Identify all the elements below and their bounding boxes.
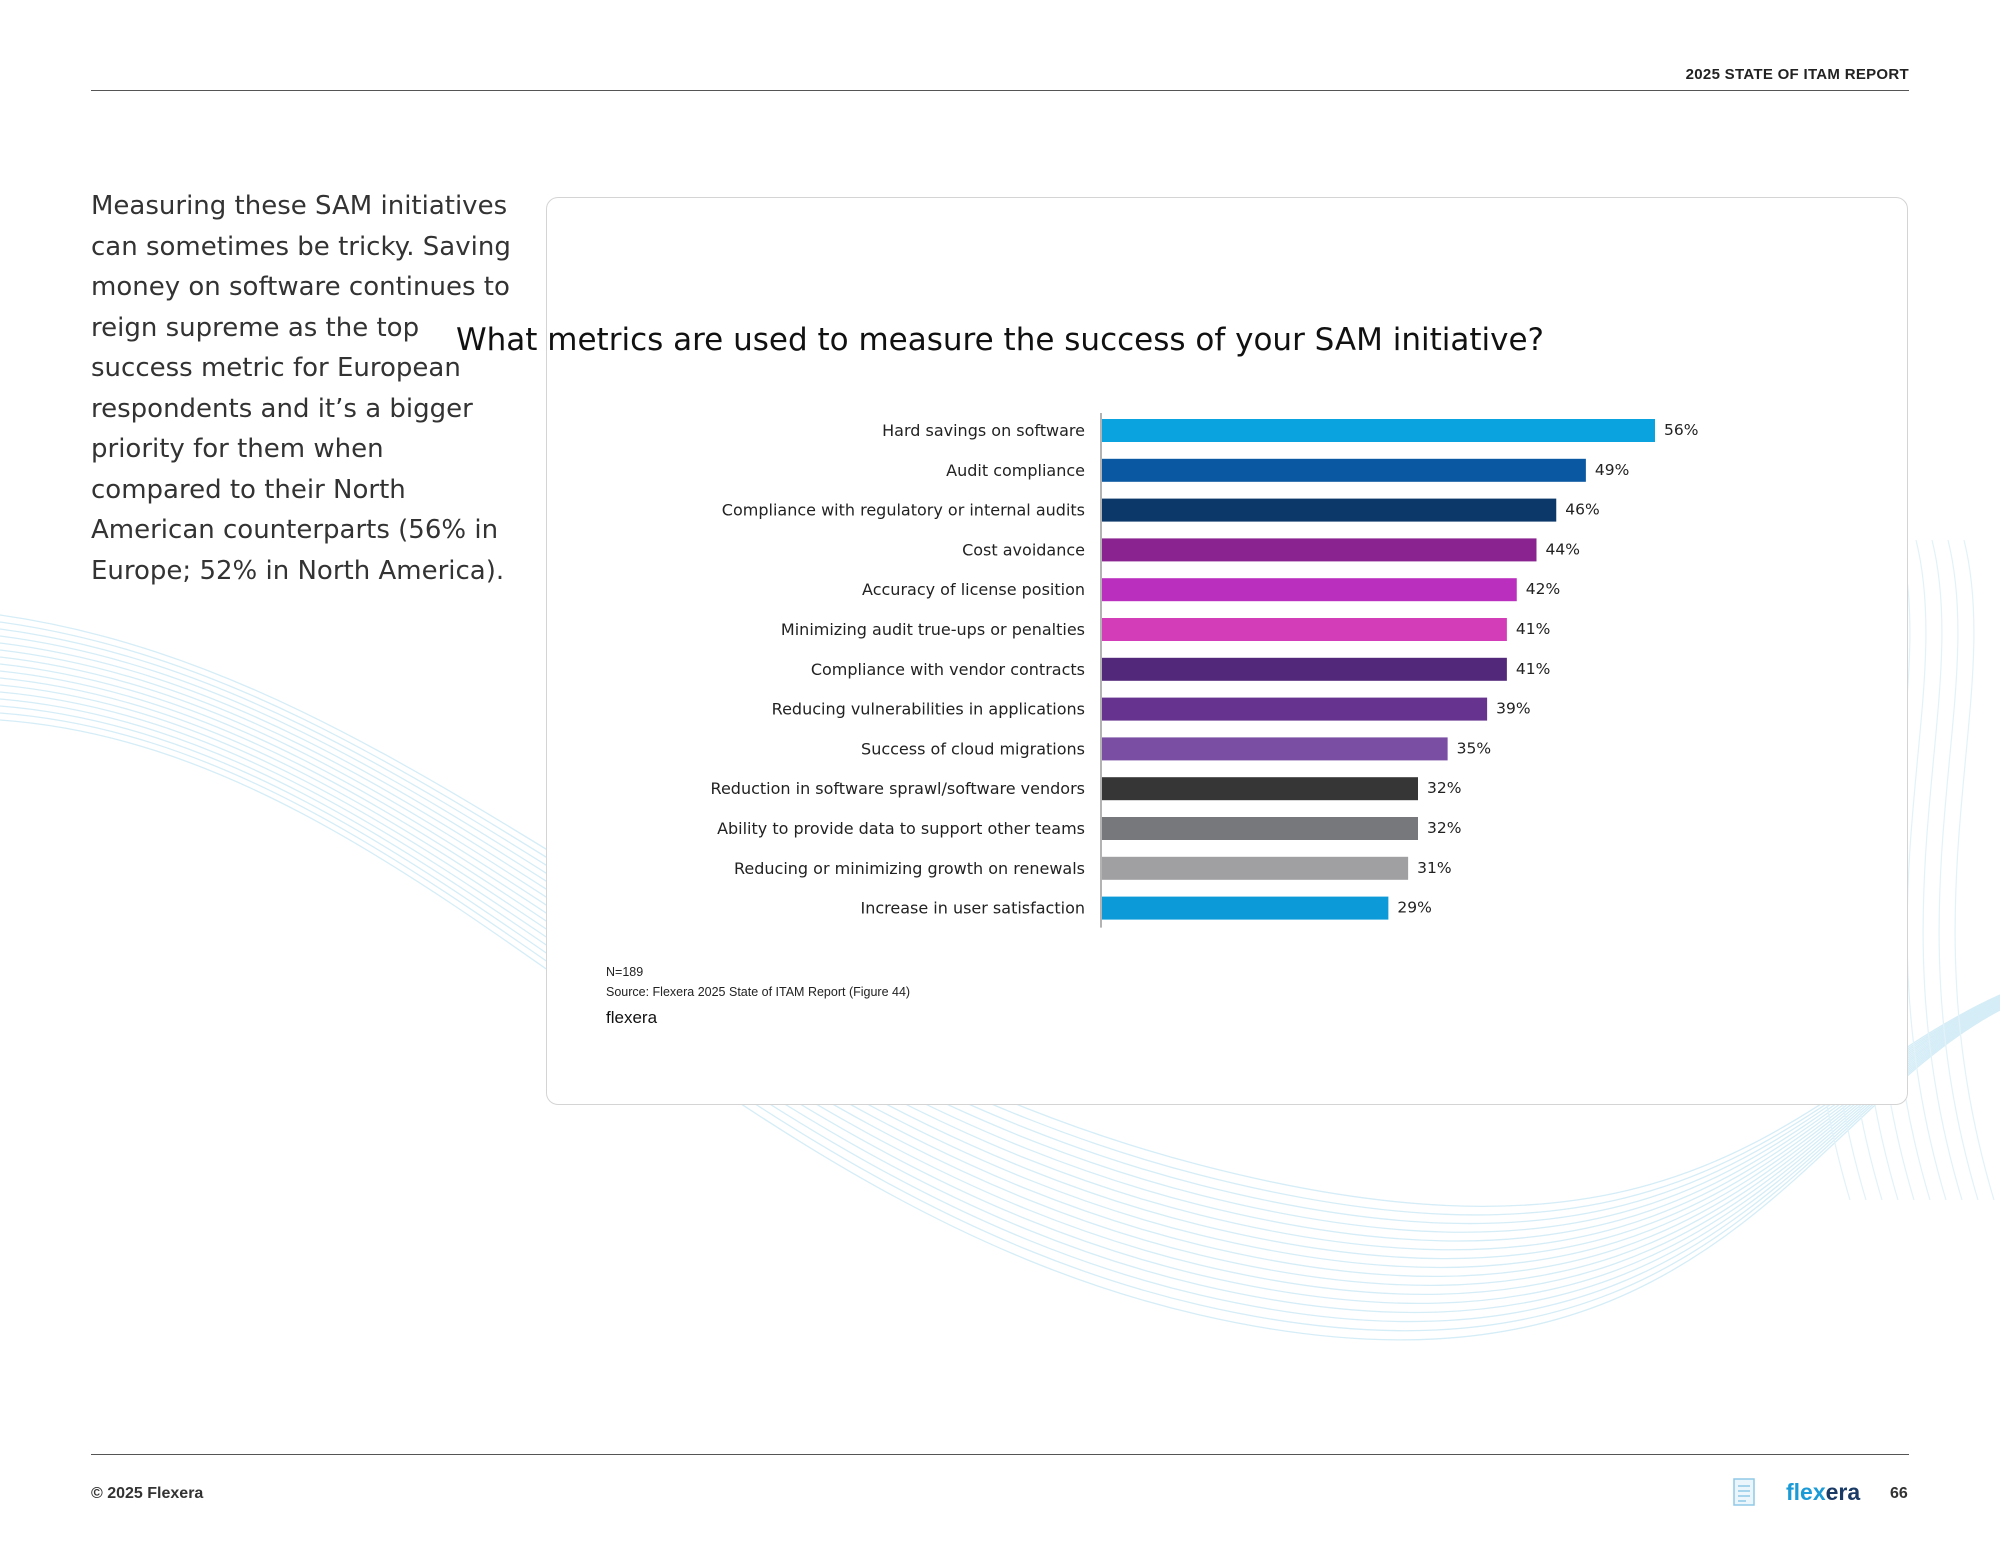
- value-label: 41%: [1516, 620, 1550, 638]
- value-label: 49%: [1595, 461, 1629, 479]
- bar-7: [1102, 657, 1507, 681]
- bar-10: [1102, 777, 1418, 801]
- bar-1: [1102, 419, 1655, 442]
- bar-3: [1102, 498, 1557, 522]
- bar-11: [1102, 817, 1418, 840]
- category-label: Compliance with vendor contracts: [811, 660, 1085, 679]
- background-wave-line: [0, 663, 2000, 1269]
- page-number: 66: [1890, 1485, 1908, 1502]
- source-note: Source: Flexera 2025 State of ITAM Repor…: [606, 985, 911, 999]
- background-wave-line: [0, 628, 2000, 1225]
- chart-card: [546, 197, 1908, 1105]
- category-label: Reducing vulnerabilities in applications: [772, 700, 1085, 719]
- value-label: 56%: [1664, 421, 1698, 439]
- background-wave-line: [0, 684, 2000, 1295]
- logo-part-flex: flex: [1786, 1479, 1826, 1505]
- report-header-label: 2025 STATE OF ITAM REPORT: [1685, 66, 1909, 83]
- category-label: Audit compliance: [946, 461, 1085, 480]
- footer-divider: [91, 1454, 1909, 1455]
- bar-6: [1102, 618, 1507, 641]
- document-icon[interactable]: [1733, 1478, 1755, 1506]
- chart-brand-logo: flexera: [606, 1008, 658, 1027]
- background-wave-line: [0, 649, 2000, 1251]
- background-wave-line: [0, 705, 2000, 1323]
- category-label: Reduction in software sprawl/software ve…: [711, 779, 1085, 798]
- background-wave-line: [0, 670, 2000, 1278]
- logo-part-era: era: [1825, 1479, 1861, 1505]
- value-label: 31%: [1417, 859, 1451, 877]
- chart-title: What metrics are used to measure the suc…: [455, 322, 1545, 358]
- background-wave-line: [0, 691, 2000, 1304]
- bar-4: [1102, 538, 1537, 562]
- value-label: 29%: [1397, 899, 1431, 917]
- background-wave-line: [0, 698, 2000, 1314]
- background-wave-line: [1906, 539, 1947, 1201]
- category-label: Increase in user satisfaction: [860, 899, 1085, 918]
- intro-paragraph: Measuring these SAM initiatives can some…: [91, 191, 511, 586]
- background-wave-line: [0, 719, 2000, 1341]
- copyright: © 2025 Flexera: [91, 1485, 204, 1502]
- category-label: Minimizing audit true-ups or penalties: [781, 620, 1085, 639]
- value-label: 32%: [1427, 819, 1461, 837]
- value-label: 46%: [1565, 501, 1599, 519]
- background-wave-line: [0, 621, 2000, 1216]
- flexera-logo[interactable]: flexera: [1786, 1479, 1860, 1506]
- bar-13: [1102, 896, 1389, 920]
- category-label: Ability to provide data to support other…: [717, 819, 1085, 838]
- bar-12: [1102, 856, 1409, 880]
- value-label: 42%: [1526, 580, 1560, 598]
- bar-8: [1102, 697, 1488, 721]
- category-label: Reducing or minimizing growth on renewal…: [734, 859, 1085, 878]
- background-wave-line: [1954, 539, 1995, 1201]
- header-divider: [91, 90, 1909, 91]
- background-wave-line: [0, 677, 2000, 1286]
- value-label: 32%: [1427, 779, 1461, 797]
- category-label: Accuracy of license position: [862, 580, 1085, 599]
- background-wave-line: [0, 635, 2000, 1233]
- sample-size-note: N=189: [606, 965, 644, 979]
- value-label: 35%: [1457, 739, 1491, 757]
- category-label: Hard savings on software: [882, 421, 1085, 440]
- value-label: 39%: [1496, 700, 1530, 718]
- category-label: Cost avoidance: [962, 540, 1085, 559]
- background-wave-line: [0, 656, 2000, 1260]
- value-label: 44%: [1546, 540, 1580, 558]
- category-label: Compliance with regulatory or internal a…: [722, 501, 1085, 520]
- background-wave-line: [1922, 539, 1963, 1201]
- background-wave-line: [0, 642, 2000, 1242]
- background-wave-line: [0, 712, 2000, 1332]
- bar-9: [1102, 737, 1448, 761]
- value-label: 41%: [1516, 660, 1550, 678]
- bar-5: [1102, 578, 1517, 602]
- background-wave-line: [1938, 539, 1979, 1201]
- background-wave-line: [0, 614, 2000, 1207]
- category-label: Success of cloud migrations: [861, 739, 1085, 758]
- bar-2: [1102, 458, 1586, 482]
